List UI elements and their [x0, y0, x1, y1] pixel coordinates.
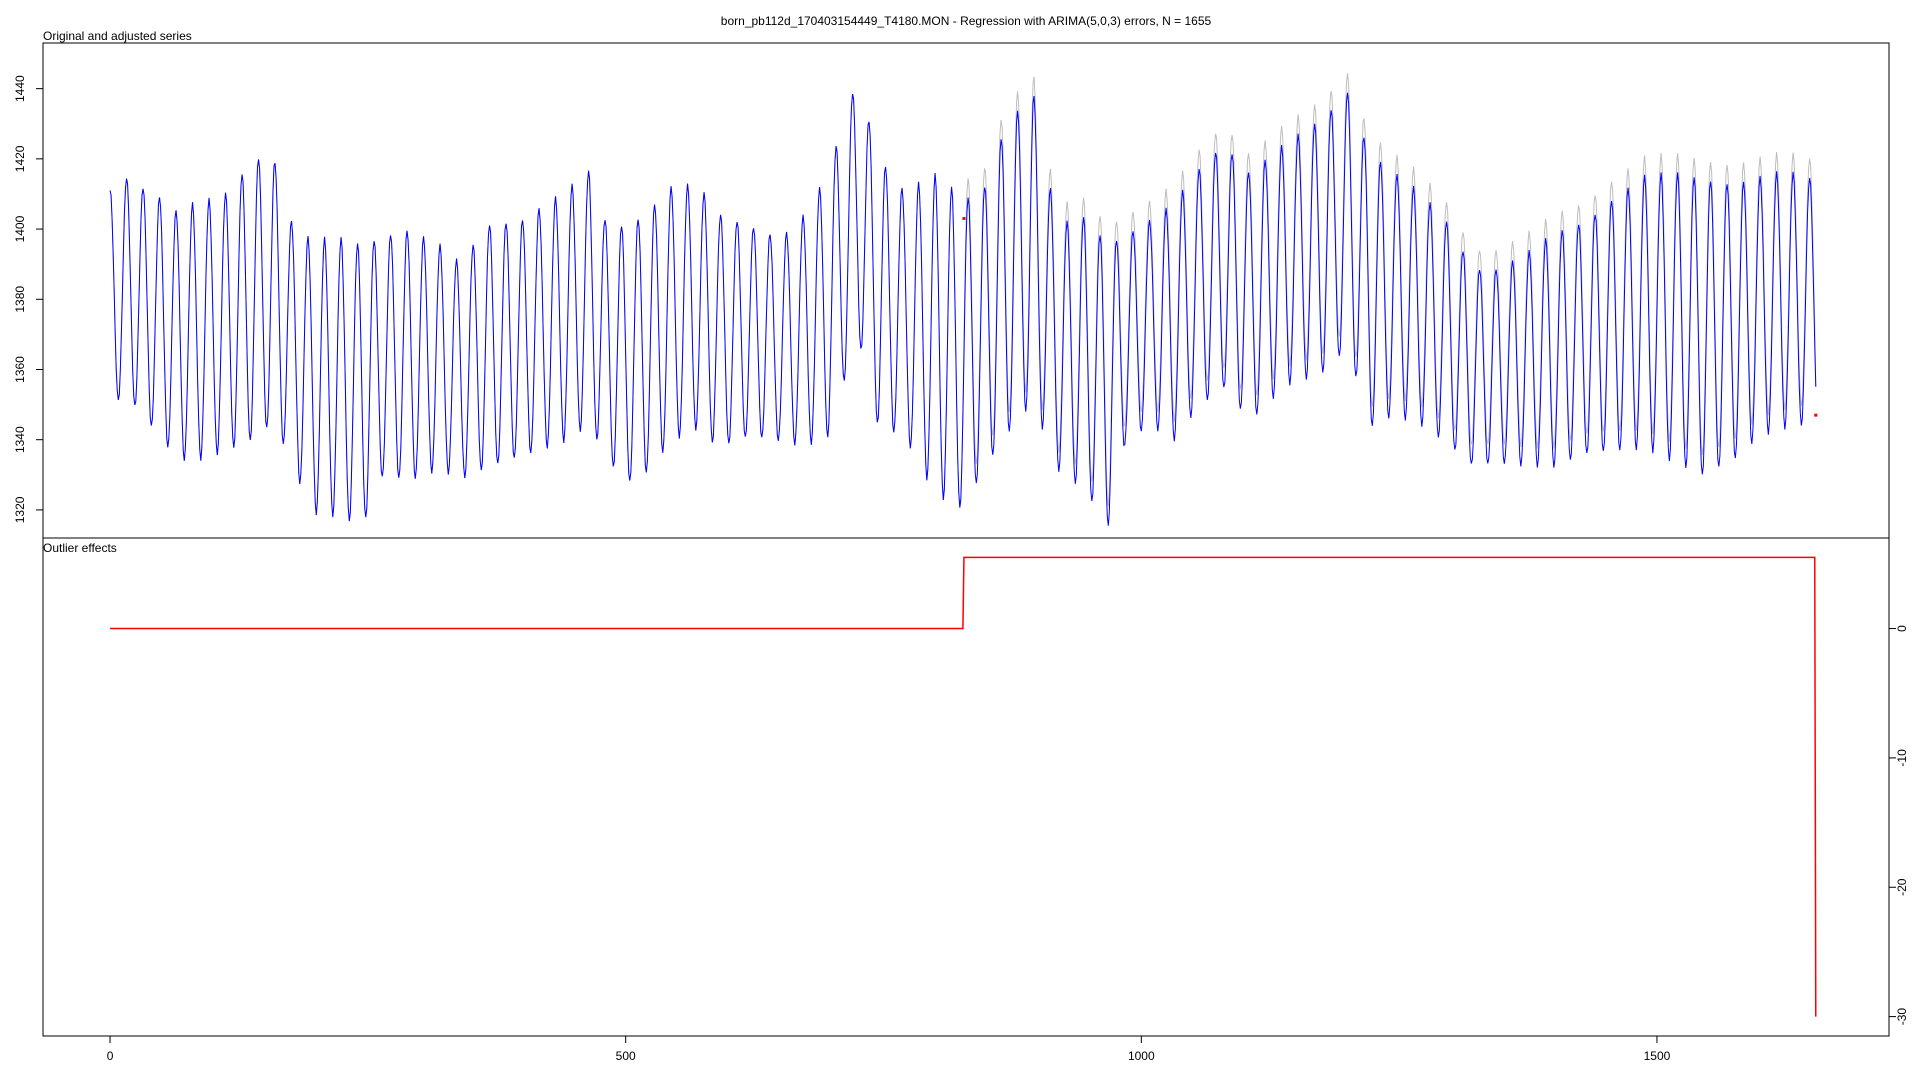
y-tick-label: 1360 — [13, 356, 27, 383]
y-tick-label: -20 — [1895, 878, 1909, 896]
outlier-point — [1814, 413, 1818, 417]
chart-title: born_pb112d_170403154449_T4180.MON - Reg… — [721, 14, 1212, 28]
y-tick-label: 1400 — [13, 215, 27, 242]
top-y-axis: 1320 1340 1360 1380 1400 1420 1440 — [13, 75, 43, 523]
x-tick-label: 1500 — [1644, 1049, 1671, 1063]
x-tick-label: 0 — [107, 1049, 114, 1063]
x-axis: 0 500 1000 1500 — [107, 1036, 1671, 1063]
original-series — [109, 73, 1817, 522]
original-series-line — [109, 73, 1817, 522]
outlier-point — [962, 217, 966, 221]
bottom-panel-frame — [42, 537, 1890, 1037]
bottom-y-axis: 0 -10 -20 -30 — [1889, 625, 1909, 1025]
y-tick-label: 0 — [1895, 625, 1909, 632]
adjusted-series — [109, 92, 1817, 526]
y-tick-label: -30 — [1895, 1008, 1909, 1026]
original-adjusted-panel: Original and adjusted series 1320 1340 136… — [13, 29, 1890, 539]
y-tick-label: 1420 — [13, 145, 27, 172]
outlier-effects-panel: Outlier effects 0 -10 -20 -30 0 500 1000 1500 — [42, 537, 1909, 1063]
adjusted-series-line — [109, 92, 1817, 526]
top-panel-frame — [42, 42, 1890, 539]
y-tick-label: 1340 — [13, 426, 27, 453]
x-tick-label: 500 — [616, 1049, 636, 1063]
bottom-panel-label: Outlier effects — [43, 541, 117, 555]
outlier-effects-series — [110, 556, 1817, 1017]
x-tick-label: 1000 — [1128, 1049, 1155, 1063]
y-tick-label: -10 — [1895, 749, 1909, 767]
outlier-points — [962, 217, 1818, 417]
outlier-effects-line — [110, 556, 1817, 1017]
top-panel-label: Original and adjusted series — [43, 29, 192, 43]
y-tick-label: 1380 — [13, 286, 27, 313]
y-tick-label: 1320 — [13, 496, 27, 523]
y-tick-label: 1440 — [13, 75, 27, 102]
